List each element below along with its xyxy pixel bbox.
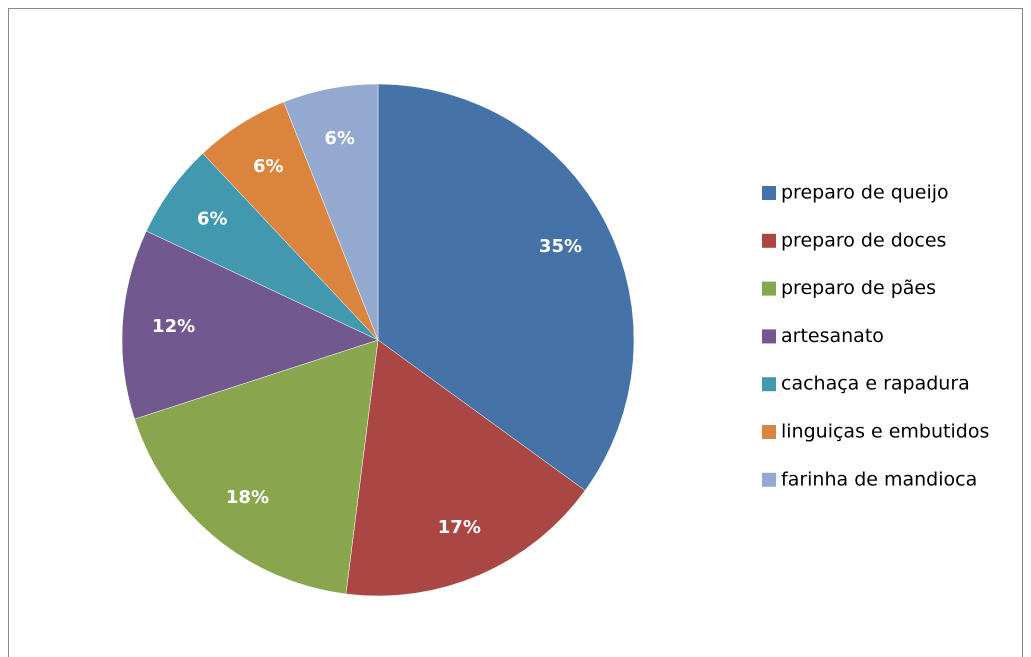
- legend-label: farinha de mandioca: [781, 468, 977, 490]
- legend-swatch: [762, 281, 776, 296]
- legend-label: preparo de doces: [781, 229, 946, 251]
- pie-slice: [377, 83, 635, 491]
- legend-label: linguiças e embutidos: [781, 421, 989, 443]
- legend-label: artesanato: [781, 325, 884, 347]
- data-label: 17%: [438, 517, 481, 538]
- pie-slice: [345, 339, 586, 597]
- legend-label: preparo de queijo: [781, 182, 949, 204]
- data-label: 12%: [152, 316, 195, 337]
- legend-swatch: [762, 377, 776, 392]
- legend-label: cachaça e rapadura: [781, 373, 970, 395]
- legend-label: preparo de pães: [781, 277, 936, 299]
- legend-swatch: [762, 186, 776, 200]
- pie-slice: [121, 230, 379, 420]
- data-label: 35%: [539, 236, 582, 257]
- legend-swatch: [762, 329, 776, 344]
- legend-swatch: [762, 233, 776, 248]
- pie-slice: [134, 339, 379, 595]
- legend-swatch: [762, 425, 776, 439]
- data-label: 6%: [253, 156, 284, 177]
- data-label: 6%: [197, 209, 228, 230]
- data-label: 6%: [324, 128, 355, 149]
- legend-swatch: [762, 472, 776, 487]
- pie-slice: [283, 83, 379, 341]
- data-label: 18%: [226, 487, 269, 508]
